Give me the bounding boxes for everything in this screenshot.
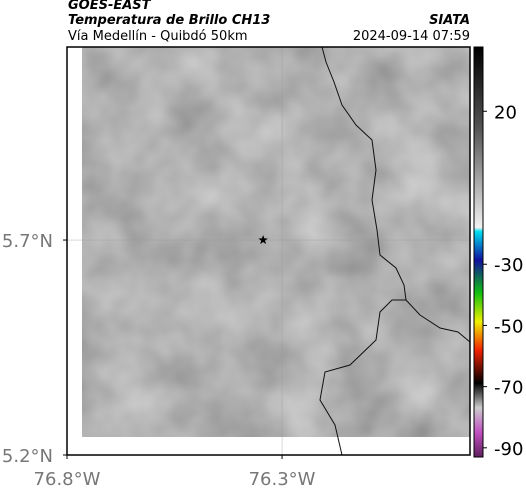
source: GOES-EAST [68,0,152,13]
border-line [319,46,407,456]
timestamp: 2024-09-14 07:59 [353,29,470,44]
colorbar-tick-label: -30 [494,255,523,276]
brand: SIATA [429,13,470,28]
subtitle: Vía Medellín - Quibdó 50km [68,29,248,44]
location-marker [258,235,268,245]
title: Temperatura de Brillo CH13 [68,13,270,28]
map-frame [66,46,471,456]
colorbar-tick-label: -90 [494,439,523,460]
colorbar-tick-label: -50 [494,316,523,337]
border-line [405,299,471,343]
brightness-image [82,47,470,437]
y-tick-label: 5.2°N [2,446,53,467]
colorbar-tick-label: 20 [494,102,517,123]
x-tick-label: 76.3°W [249,469,316,490]
colorbar-tick-label: -70 [494,378,523,399]
y-tick-label: 5.7°N [2,231,53,252]
colorbar [473,46,484,458]
x-tick-label: 76.8°W [34,469,101,490]
